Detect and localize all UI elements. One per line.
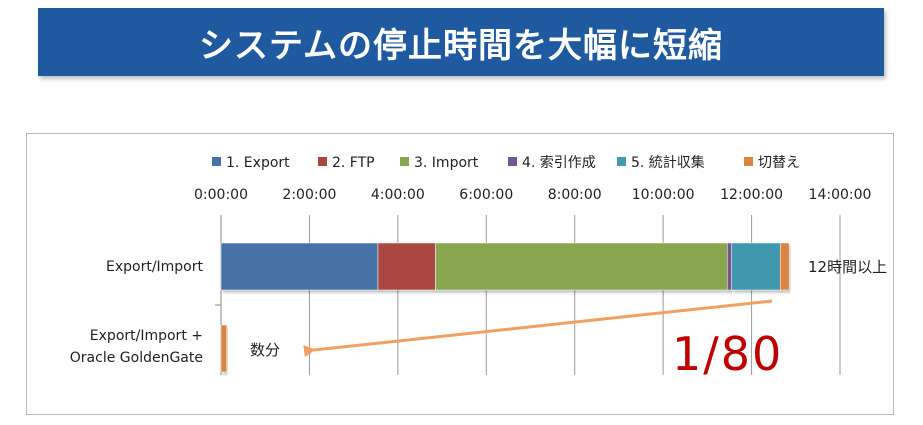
legend-label: 5. 統計収集	[631, 154, 705, 171]
legend-swatch	[617, 157, 626, 166]
category-label: Export/Import +	[90, 328, 203, 344]
legend-swatch	[318, 157, 327, 166]
category-label: Oracle GoldenGate	[70, 350, 203, 366]
title-banner: システムの停止時間を大幅に短縮	[38, 8, 884, 76]
legend-label: 4. 索引作成	[522, 154, 596, 171]
x-tick-label: 8:00:00	[548, 187, 602, 203]
bar-segment	[731, 242, 781, 291]
x-tick-label: 6:00:00	[459, 187, 513, 203]
legend-swatch	[400, 157, 409, 166]
bar-segment	[727, 242, 732, 291]
x-tick-label: 4:00:00	[371, 187, 425, 203]
bar-segment	[780, 242, 790, 291]
legend-label: 2. FTP	[332, 155, 375, 171]
row1-duration-label: 12時間以上	[808, 258, 887, 276]
legend-label: 1. Export	[226, 155, 290, 171]
bar-segment	[377, 242, 436, 291]
legend-label: 3. Import	[414, 155, 479, 171]
x-tick-label: 10:00:00	[632, 187, 695, 203]
x-tick-label: 12:00:00	[720, 187, 783, 203]
category-label: Export/Import	[106, 259, 204, 275]
page-title: システムの停止時間を大幅に短縮	[199, 25, 723, 66]
x-tick-label: 14:00:00	[809, 187, 872, 203]
bar-segment	[435, 242, 728, 291]
bar-segment	[220, 324, 227, 373]
reduction-arrow	[303, 299, 773, 358]
legend-swatch	[508, 157, 517, 166]
ratio-label: 1/80	[672, 327, 783, 381]
x-tick-label: 0:00:00	[194, 187, 248, 203]
legend-label: 切替え	[758, 155, 800, 171]
bar-segment	[220, 242, 379, 291]
legend-swatch	[744, 157, 753, 166]
row2-duration-label: 数分	[250, 341, 280, 359]
legend-swatch	[212, 157, 221, 166]
x-tick-label: 2:00:00	[282, 187, 336, 203]
